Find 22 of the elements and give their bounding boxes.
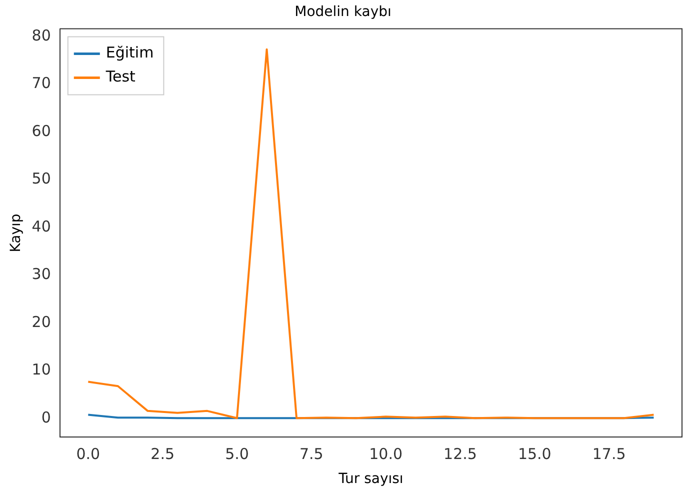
y-tick-label: 10 [32,360,51,379]
y-tick-label: 40 [32,217,51,236]
x-tick-label: 12.5 [444,445,477,464]
x-tick-label: 15.0 [518,445,552,464]
x-tick-label: 10.0 [369,445,403,464]
chart-title: Modelin kaybı [294,4,392,20]
x-tick-label: 5.0 [225,445,249,464]
legend-label: Test [104,68,136,86]
y-tick-label: 50 [32,170,51,188]
x-axis-title: Tur sayısı [338,471,404,488]
x-tick-label: 2.5 [150,445,175,464]
y-tick-label: 70 [32,74,51,92]
y-tick-label: 30 [32,265,51,284]
x-tick-label: 17.5 [592,445,626,464]
y-tick-label: 0 [41,408,51,426]
legend-label: Eğitim [106,44,154,62]
y-tick-label: 80 [32,26,51,44]
y-tick-label: 20 [32,312,51,331]
x-tick-label: 7.5 [299,445,324,464]
y-axis-title: Kayıp [8,214,24,252]
y-tick-label: 60 [32,122,51,140]
x-tick-label: 0.0 [76,445,100,464]
